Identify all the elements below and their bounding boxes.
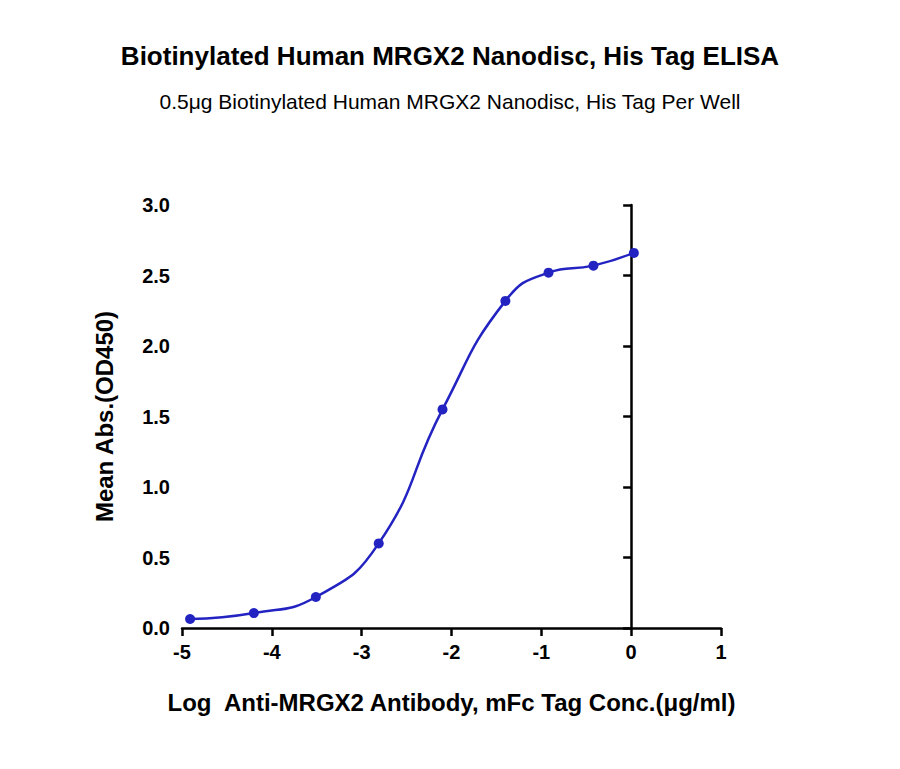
svg-text:-1: -1	[532, 641, 550, 663]
svg-text:-2: -2	[443, 641, 461, 663]
svg-text:1.5: 1.5	[142, 406, 170, 428]
svg-text:3.0: 3.0	[142, 194, 170, 216]
svg-text:0.5μg Biotinylated Human MRGX2: 0.5μg Biotinylated Human MRGX2 Nanodisc,…	[160, 90, 741, 113]
svg-text:Mean Abs.(OD450): Mean Abs.(OD450)	[91, 311, 118, 522]
svg-text:2.5: 2.5	[142, 265, 170, 287]
svg-text:Log Anti-MRGX2 Antibody, mFc: Log Anti-MRGX2 Antibody, mFc Tag Conc.(μ…	[168, 689, 736, 716]
svg-text:-3: -3	[353, 641, 371, 663]
svg-text:0: 0	[626, 641, 637, 663]
svg-text:1.0: 1.0	[142, 476, 170, 498]
svg-text:1: 1	[715, 641, 726, 663]
svg-text:0.0: 0.0	[142, 617, 170, 639]
svg-text:Biotinylated Human MRGX2 Nanod: Biotinylated Human MRGX2 Nanodisc, His T…	[121, 41, 780, 71]
svg-text:-4: -4	[263, 641, 282, 663]
svg-text:-5: -5	[173, 641, 191, 663]
svg-text:2.0: 2.0	[142, 335, 170, 357]
svg-text:0.5: 0.5	[142, 547, 170, 569]
